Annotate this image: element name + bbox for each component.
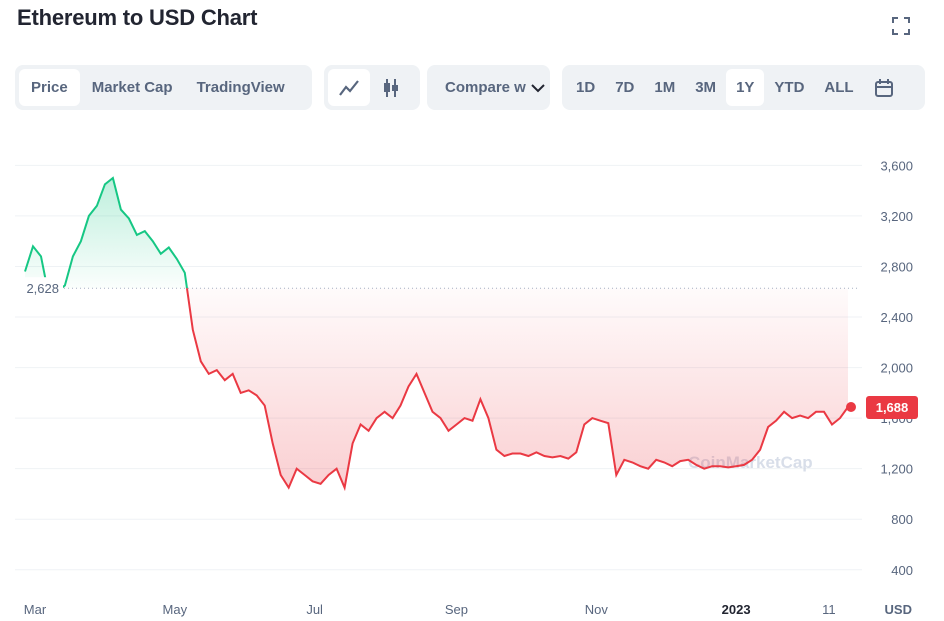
y-tick-label: 400	[891, 563, 913, 578]
x-tick-label: Mar	[24, 602, 47, 617]
y-tick-label: 2,400	[880, 310, 913, 325]
calendar-button[interactable]	[864, 69, 904, 106]
price-line-down	[46, 288, 849, 492]
fullscreen-button[interactable]	[890, 15, 912, 37]
reference-label-bg	[15, 277, 63, 300]
x-tick-label: Nov	[585, 602, 609, 617]
y-tick-label: 3,600	[880, 158, 913, 173]
last-point	[846, 402, 857, 413]
y-tick-label: 2,800	[880, 259, 913, 274]
last-price-label: 1,688	[876, 400, 909, 415]
y-tick-label: 1,200	[880, 462, 913, 477]
reference-label: 2,628	[26, 281, 59, 296]
candle-chart-button[interactable]	[370, 69, 412, 106]
view-tabs: Price Market Cap TradingView	[15, 65, 312, 110]
y-unit: USD	[885, 602, 912, 617]
x-tick-label: May	[163, 602, 188, 617]
line-chart-button[interactable]	[328, 69, 370, 106]
compare-dropdown[interactable]: Compare w	[427, 65, 550, 110]
tab-button[interactable]: Price	[19, 69, 80, 106]
range-button[interactable]: 1Y	[726, 69, 765, 106]
tab-button[interactable]: Market Cap	[91, 79, 173, 96]
area-up	[24, 178, 187, 289]
price-line-up	[24, 176, 188, 289]
chart-kind	[324, 65, 420, 110]
last-price-badge	[866, 396, 918, 420]
range-button[interactable]: 1M	[654, 79, 676, 96]
y-tick-label: 800	[891, 512, 913, 527]
area-down	[24, 288, 849, 488]
x-tick-label: 11	[822, 602, 836, 617]
range-button[interactable]: ALL	[824, 79, 854, 96]
range-button[interactable]: 1D	[576, 79, 596, 96]
chart-title: Ethereum to USD Chart	[17, 5, 258, 30]
range-button[interactable]: 3M	[695, 79, 717, 96]
tab-button[interactable]: TradingView	[196, 79, 285, 96]
x-tick-label: Jul	[306, 602, 323, 617]
compare-label: Compare w	[445, 79, 526, 96]
range-button[interactable]: YTD	[774, 79, 805, 96]
y-tick-label: 3,200	[880, 209, 913, 224]
range-buttons: 1D 7D 1M 3M 1Y YTD ALL	[562, 65, 925, 110]
x-tick-label: Sep	[445, 602, 468, 617]
y-tick-label: 2,000	[880, 361, 913, 376]
range-button[interactable]: 7D	[615, 79, 635, 96]
x-tick-label: 2023	[722, 602, 751, 617]
